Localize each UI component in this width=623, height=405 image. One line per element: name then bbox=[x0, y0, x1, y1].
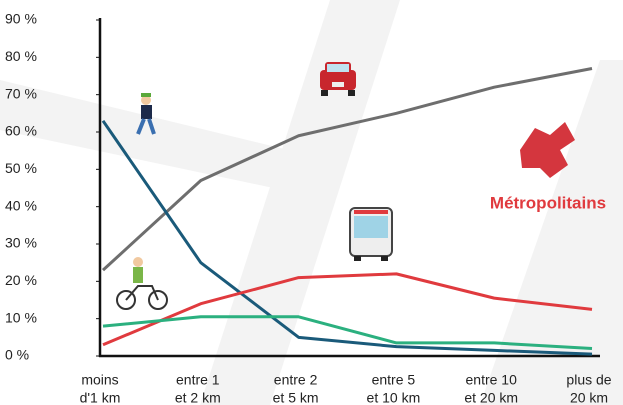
y-tick-label: 40 % bbox=[5, 197, 37, 213]
y-tick-label: 0 % bbox=[5, 347, 29, 363]
y-tick-label: 80 % bbox=[5, 48, 37, 64]
y-tick-label: 20 % bbox=[5, 272, 37, 288]
y-tick-label: 30 % bbox=[5, 235, 37, 251]
annotation: Métropolitains bbox=[490, 193, 606, 212]
walker-icon bbox=[136, 93, 156, 135]
car-icon bbox=[320, 62, 356, 96]
x-tick-label: entre 10 bbox=[466, 372, 518, 388]
y-tick-label: 50 % bbox=[5, 160, 37, 176]
bus-icon bbox=[349, 207, 393, 261]
y-tick-label: 70 % bbox=[5, 85, 37, 101]
series-line bbox=[102, 315, 593, 351]
x-tick-label: et 20 km bbox=[464, 390, 518, 405]
map-icon bbox=[520, 122, 575, 178]
y-tick-label: 60 % bbox=[5, 123, 37, 139]
x-tick-label: moins bbox=[81, 372, 118, 388]
series-line bbox=[101, 119, 593, 356]
x-tick-label: et 10 km bbox=[367, 390, 421, 405]
x-tick-label: entre 5 bbox=[372, 372, 416, 388]
x-tick-label: entre 2 bbox=[274, 372, 318, 388]
y-tick-label: 90 % bbox=[5, 11, 37, 27]
x-tick-label: et 5 km bbox=[273, 390, 319, 405]
series-line bbox=[101, 67, 593, 272]
y-tick-label: 10 % bbox=[5, 309, 37, 325]
x-tick-label: et 2 km bbox=[175, 390, 221, 405]
x-tick-label: entre 1 bbox=[176, 372, 220, 388]
series-line bbox=[102, 272, 593, 347]
x-tick-label: plus de bbox=[566, 372, 611, 388]
x-tick-label: d'1 km bbox=[80, 390, 121, 405]
bike-icon bbox=[116, 257, 168, 310]
x-tick-label: 20 km bbox=[570, 390, 608, 405]
